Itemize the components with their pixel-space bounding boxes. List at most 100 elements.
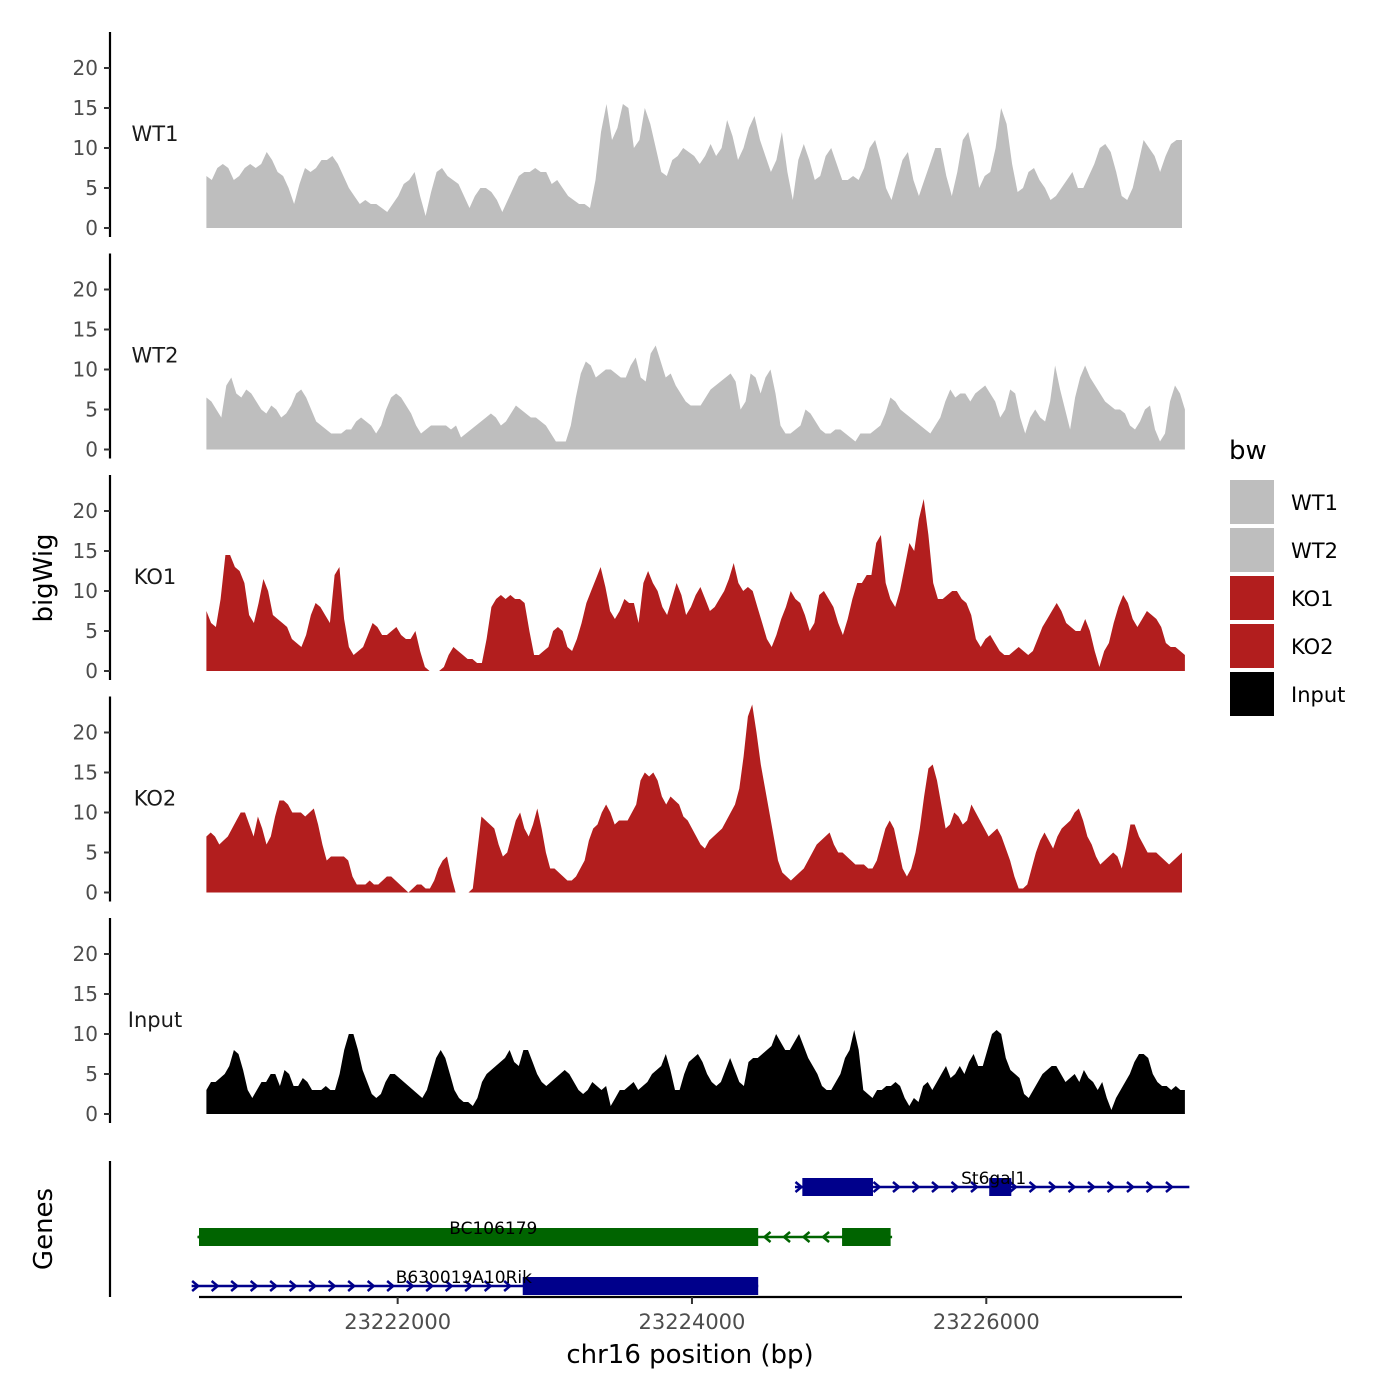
track-area-wt1 — [206, 104, 1182, 228]
track-label: Input — [128, 1008, 182, 1032]
strand-chevron — [386, 1280, 396, 1292]
y-tick-label: 10 — [73, 136, 98, 160]
legend-key-input — [1230, 672, 1274, 716]
strand-chevron — [1087, 1181, 1096, 1193]
legend-key-wt1 — [1230, 480, 1274, 524]
y-tick-label: 20 — [73, 942, 98, 966]
y-tick-label: 5 — [85, 176, 98, 200]
strand-chevron — [483, 1280, 493, 1292]
y-tick-label: 15 — [73, 318, 98, 342]
x-tick-label: 23226000 — [933, 1310, 1040, 1334]
y-tick-label: 5 — [85, 619, 98, 643]
gene-bc106179: BC106179 — [197, 1219, 893, 1246]
bigwig-tracks: 0 5 10 15 20 WT1 0 5 10 15 20 WT2 0 5 10 15 20 KO1 0 5 10 15 2… — [73, 32, 1185, 1126]
strand-chevron — [1009, 1181, 1018, 1193]
strand-chevron — [821, 1231, 830, 1243]
gene-label: BC106179 — [449, 1219, 537, 1239]
strand-chevron — [1106, 1181, 1116, 1193]
track-area-ko1 — [206, 499, 1185, 671]
x-tick-label: 23222000 — [344, 1310, 451, 1334]
y-tick-label: 0 — [85, 881, 98, 905]
y-tick-label: 20 — [73, 721, 98, 745]
track-wt1: 0 5 10 15 20 WT1 — [73, 32, 1182, 240]
y-tick-label: 0 — [85, 438, 98, 462]
strand-chevron — [210, 1280, 220, 1292]
strand-chevron — [425, 1280, 435, 1292]
strand-chevron — [931, 1181, 940, 1193]
track-label: WT2 — [132, 344, 179, 368]
y-tick-label: 15 — [73, 96, 98, 120]
y-tick-label: 5 — [85, 398, 98, 422]
track-area-wt2 — [206, 345, 1185, 450]
strand-chevron — [464, 1280, 474, 1292]
x-axis-title: chr16 position (bp) — [566, 1340, 813, 1370]
strand-chevron — [444, 1280, 454, 1292]
y-tick-label: 0 — [85, 1102, 98, 1126]
track-area-ko2 — [206, 704, 1182, 893]
track-area-input — [206, 1030, 1185, 1114]
strand-chevron — [1028, 1181, 1038, 1193]
strand-chevron — [1048, 1181, 1057, 1193]
legend-label: WT2 — [1291, 539, 1338, 563]
y-tick-label: 20 — [73, 278, 98, 302]
y-tick-label: 20 — [73, 56, 98, 80]
gene-label: B630019A10Rik — [396, 1268, 532, 1288]
track-wt2: 0 5 10 15 20 WT2 — [73, 253, 1185, 462]
strand-chevron — [191, 1280, 201, 1292]
legend-key-wt2 — [1230, 528, 1274, 572]
gene-exon-block — [522, 1277, 759, 1295]
strand-chevron — [308, 1280, 318, 1292]
gene-b630019a10rik: B630019A10Rik — [191, 1268, 759, 1295]
y-tick-label: 10 — [73, 801, 98, 825]
gene-annotation-track: St6gal1 BC106179 B630019A10Rik — [191, 1169, 1190, 1295]
legend: bw WT1 WT2 KO1 KO2 Input — [1229, 436, 1345, 716]
strand-chevron — [347, 1280, 357, 1292]
gene-exon-block — [802, 1178, 873, 1196]
strand-chevron — [1145, 1181, 1155, 1193]
strand-chevron — [872, 1181, 882, 1193]
legend-label: WT1 — [1291, 491, 1338, 515]
gene-exon-block — [989, 1178, 1012, 1196]
legend-key-ko1 — [1230, 576, 1274, 620]
track-label: WT1 — [132, 122, 179, 146]
y-axis-title: bigWig — [29, 533, 59, 622]
strand-chevron — [1165, 1181, 1174, 1193]
strand-chevron — [782, 1231, 791, 1243]
strand-chevron — [911, 1181, 921, 1193]
strand-chevron — [794, 1181, 804, 1193]
legend-key-ko2 — [1230, 624, 1274, 668]
gene-label: St6gal1 — [961, 1169, 1026, 1189]
strand-chevron — [970, 1181, 979, 1193]
strand-chevron — [405, 1280, 415, 1292]
track-ko2: 0 5 10 15 20 KO2 — [73, 696, 1182, 905]
legend-label: Input — [1291, 683, 1345, 707]
strand-chevron — [1126, 1181, 1135, 1193]
y-tick-label: 0 — [85, 659, 98, 683]
strand-chevron — [801, 1231, 811, 1243]
strand-chevron — [366, 1280, 376, 1292]
strand-chevron — [249, 1280, 259, 1292]
y-tick-label: 15 — [73, 982, 98, 1006]
y-tick-label: 0 — [85, 216, 98, 240]
strand-chevron — [503, 1280, 513, 1292]
y-tick-label: 10 — [73, 358, 98, 382]
y-tick-label: 20 — [73, 499, 98, 523]
gene-st6gal1: St6gal1 — [794, 1169, 1190, 1196]
y-tick-label: 15 — [73, 761, 98, 785]
y-tick-label: 10 — [73, 1022, 98, 1046]
x-axis-ticks: 23222000 23224000 23226000 — [344, 1297, 1040, 1334]
track-ko1: 0 5 10 15 20 KO1 — [73, 475, 1185, 683]
strand-chevron — [327, 1280, 337, 1292]
y-tick-label: 5 — [85, 841, 98, 865]
strand-chevron — [288, 1280, 298, 1292]
track-label: KO2 — [134, 787, 177, 811]
y-tick-label: 5 — [85, 1062, 98, 1086]
track-label: KO1 — [134, 565, 177, 589]
y-tick-label: 10 — [73, 579, 98, 603]
x-tick-label: 23224000 — [639, 1310, 746, 1334]
legend-title: bw — [1229, 436, 1267, 466]
track-input: 0 5 10 15 20 Input — [73, 918, 1185, 1126]
strand-chevron — [762, 1231, 772, 1243]
legend-label: KO2 — [1291, 635, 1334, 659]
